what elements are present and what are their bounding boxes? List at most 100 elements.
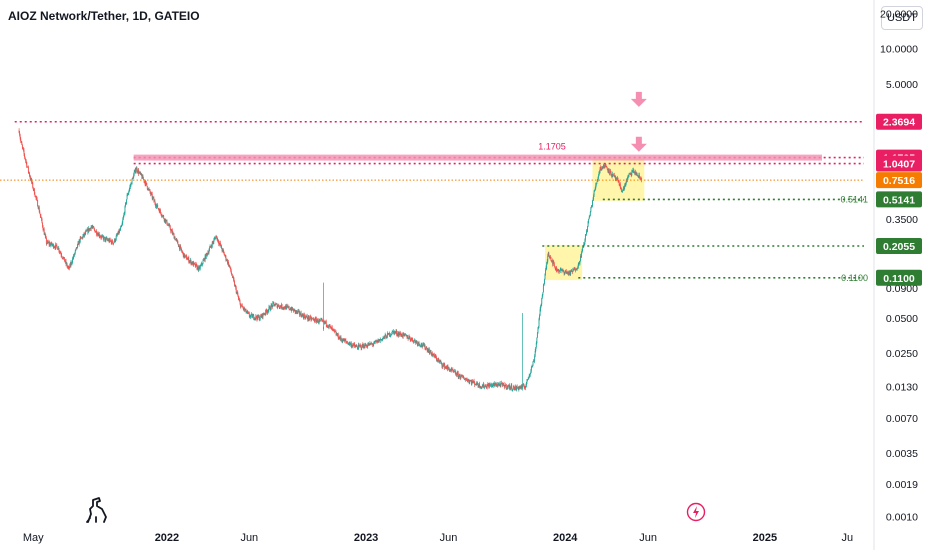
candle-body bbox=[360, 345, 362, 349]
candle-body bbox=[497, 384, 499, 386]
candle-body bbox=[464, 378, 466, 380]
candle-body bbox=[87, 228, 89, 233]
candle-body bbox=[198, 266, 200, 271]
candle-body bbox=[563, 270, 565, 272]
candle-body bbox=[47, 241, 49, 243]
candle-body bbox=[575, 269, 577, 271]
candle-body bbox=[623, 187, 625, 190]
candle-body bbox=[603, 164, 605, 168]
candle-body bbox=[81, 237, 83, 239]
candle-body bbox=[566, 272, 568, 273]
candle-body bbox=[380, 339, 382, 341]
candle-body bbox=[317, 319, 319, 323]
candle-body bbox=[637, 175, 639, 177]
candle-body bbox=[203, 259, 204, 261]
candle-body bbox=[325, 320, 327, 323]
candle-body bbox=[234, 281, 236, 287]
candle-body bbox=[407, 336, 409, 339]
candle-body bbox=[86, 230, 88, 232]
candle-body bbox=[48, 242, 50, 245]
candle-body bbox=[72, 257, 74, 259]
candle-body bbox=[419, 345, 421, 347]
candle-body bbox=[408, 338, 410, 340]
candle-body bbox=[55, 244, 57, 246]
currency-selector-button[interactable]: USDT bbox=[881, 6, 923, 30]
candle-body bbox=[338, 338, 340, 340]
candle-body bbox=[383, 336, 385, 338]
candle-body bbox=[138, 172, 140, 174]
lightning-bolt-icon[interactable] bbox=[686, 502, 706, 527]
candle-body bbox=[467, 380, 469, 382]
candle-body bbox=[131, 183, 132, 185]
candle-body bbox=[628, 174, 630, 176]
candle-body bbox=[380, 339, 382, 340]
candle-body bbox=[470, 381, 472, 384]
candle-body bbox=[59, 251, 61, 253]
candle-body bbox=[208, 250, 210, 254]
candle-body bbox=[365, 344, 366, 346]
candle-body bbox=[132, 177, 134, 179]
candle-body bbox=[446, 367, 448, 370]
candle-body bbox=[569, 271, 571, 273]
candle-body bbox=[201, 263, 203, 265]
candle-body bbox=[84, 233, 86, 234]
candle-body bbox=[390, 334, 392, 336]
x-tick-label: Ju bbox=[841, 532, 853, 544]
x-tick-label: Jun bbox=[440, 532, 458, 544]
candle-body bbox=[550, 257, 551, 258]
candle-body bbox=[577, 267, 579, 269]
candle-body bbox=[398, 333, 400, 335]
candle-body bbox=[553, 263, 555, 266]
candle-body bbox=[191, 262, 193, 265]
candle-body bbox=[367, 344, 369, 347]
candle-body bbox=[116, 234, 118, 236]
candle-body bbox=[503, 383, 505, 385]
candle-body bbox=[608, 168, 610, 173]
candle-body bbox=[349, 343, 351, 345]
candle-body bbox=[361, 344, 363, 348]
candle-body bbox=[185, 255, 186, 257]
candle-body bbox=[153, 197, 155, 201]
candle-body bbox=[448, 367, 449, 369]
candle-body bbox=[498, 384, 500, 386]
candle-body bbox=[186, 259, 188, 261]
candle-body bbox=[619, 183, 621, 186]
candle-body bbox=[203, 258, 205, 260]
candle-body bbox=[401, 333, 402, 337]
candle-body bbox=[460, 375, 462, 379]
candle-body bbox=[474, 384, 476, 385]
candle-body bbox=[242, 307, 244, 310]
candle-body bbox=[634, 171, 636, 174]
candle-body bbox=[235, 287, 237, 293]
candle-body bbox=[115, 236, 117, 240]
candle-body bbox=[74, 250, 76, 253]
candle-body bbox=[333, 329, 335, 332]
candle-body bbox=[495, 383, 497, 385]
candle-body bbox=[30, 179, 32, 180]
candle-body bbox=[129, 185, 131, 187]
candle-body bbox=[585, 234, 587, 236]
candle-body bbox=[31, 182, 33, 184]
candle-body bbox=[597, 177, 599, 181]
candle-body bbox=[246, 311, 248, 313]
candle-body bbox=[494, 383, 496, 386]
candle-body bbox=[468, 379, 470, 381]
candle-body bbox=[550, 257, 552, 261]
candle-body bbox=[464, 379, 466, 381]
candle-body bbox=[393, 331, 395, 334]
candle-body bbox=[151, 193, 153, 195]
tradingview-dino-logo-icon[interactable] bbox=[84, 497, 108, 530]
candle-body bbox=[182, 252, 184, 257]
candle-body bbox=[460, 377, 461, 379]
x-tick-label: Jun bbox=[240, 532, 258, 544]
candle-body bbox=[630, 174, 632, 176]
candle-body bbox=[106, 237, 108, 240]
candle-body bbox=[279, 305, 281, 308]
candle-body bbox=[631, 171, 633, 173]
candle-body bbox=[351, 345, 353, 347]
candle-body bbox=[101, 236, 102, 238]
candle-body bbox=[551, 260, 553, 262]
down-arrow-icon bbox=[630, 136, 647, 152]
candle-body bbox=[401, 333, 403, 337]
